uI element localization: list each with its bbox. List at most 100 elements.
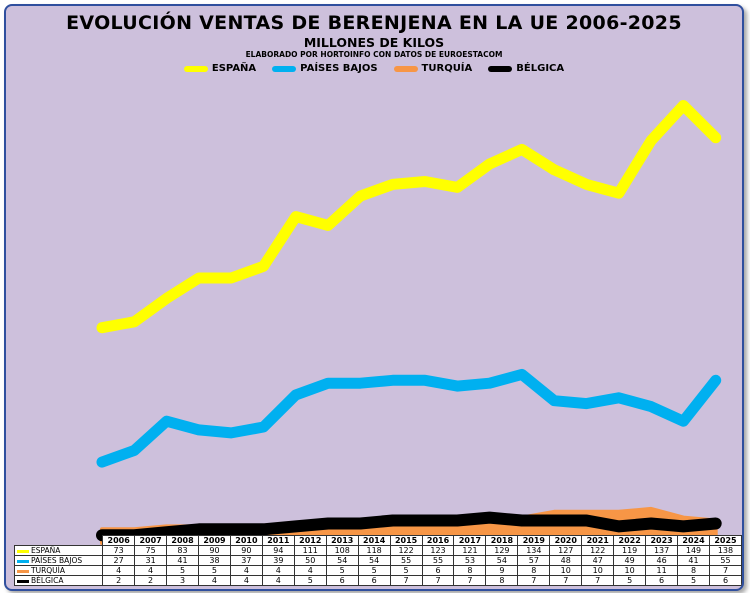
chart-source-note: ELABORADO POR HORTOINFO CON DATOS DE EUR… <box>245 50 503 59</box>
table-legend-key-turquia <box>17 569 29 573</box>
table-cell-turquia-2009: 5 <box>197 565 231 576</box>
table-cell-espana-2025: 138 <box>708 545 742 556</box>
table-cell-belgica-2025: 6 <box>708 575 742 586</box>
table-cell-espana-2006: 73 <box>102 545 136 556</box>
year-label-2023: 2023 <box>645 535 679 546</box>
legend-label-belgica: BÉLGICA <box>516 63 565 74</box>
table-cell-paises-bajos-2006: 27 <box>102 555 136 566</box>
table-cell-espana-2011: 94 <box>261 545 295 556</box>
table-cell-espana-2008: 83 <box>166 545 199 556</box>
table-cell-espana-2018: 129 <box>485 545 519 556</box>
table-header-row: 2006 2007 2008 2009 2010 2011 2012 2013 2014 2015… <box>15 535 742 546</box>
table-row-espana: ESPAÑA 73 75 83 90 90 94 111 108 118 122 123 121 129 1… <box>13 545 742 556</box>
table-cell-paises-bajos-2008: 41 <box>166 555 199 566</box>
table-cell-turquia-2024: 8 <box>677 565 710 576</box>
table-cell-belgica-2020: 7 <box>549 575 583 586</box>
year-label-2010: 2010 <box>229 535 263 546</box>
year-label-2020: 2020 <box>549 535 583 546</box>
year-label-2022: 2022 <box>613 535 647 546</box>
table-row-label-espana: ESPAÑA <box>31 546 61 555</box>
table-cell-paises-bajos-2015: 55 <box>389 555 423 566</box>
table-cell-paises-bajos-2023: 46 <box>645 555 679 566</box>
table-cell-belgica-2019: 7 <box>517 575 551 586</box>
table-cell-espana-2017: 121 <box>453 545 487 556</box>
table-cell-belgica-2012: 5 <box>293 575 327 586</box>
table-cell-belgica-2018: 8 <box>485 575 519 586</box>
table-cell-turquia-2008: 5 <box>166 565 199 576</box>
table-row-turquia: TURQUÍA 4 4 5 5 4 4 4 5 5 5 6 8 9 8 10 10 10 11 8 7 <box>13 565 742 576</box>
table-cell-espana-2010: 90 <box>229 545 263 556</box>
table-row-label-turquia: TURQUÍA <box>31 566 66 575</box>
table-legend-key-belgica <box>17 579 29 583</box>
year-label-2011: 2011 <box>261 535 295 546</box>
legend-item-turquia: TURQUÍA <box>393 63 473 74</box>
table-cell-turquia-2023: 11 <box>645 565 679 576</box>
table-cell-espana-2022: 119 <box>613 545 647 556</box>
table-row-header-paises-bajos: PAÍSES BAJOS <box>13 555 104 566</box>
year-label-2015: 2015 <box>389 535 423 546</box>
year-label-2025: 2025 <box>708 535 742 546</box>
table-cell-belgica-2014: 6 <box>357 575 391 586</box>
legend-label-turquia: TURQUÍA <box>421 63 473 74</box>
chart-frame: EVOLUCIÓN VENTAS DE BERENJENA EN LA UE 2… <box>4 4 744 591</box>
table-cell-paises-bajos-2019: 57 <box>517 555 551 566</box>
table-cell-turquia-2017: 8 <box>453 565 487 576</box>
table-cell-belgica-2022: 5 <box>613 575 647 586</box>
table-cell-turquia-2014: 5 <box>357 565 391 576</box>
legend-item-belgica: BÉLGICA <box>488 63 564 74</box>
table-cell-paises-bajos-2010: 37 <box>229 555 263 566</box>
table-cell-belgica-2013: 6 <box>325 575 359 586</box>
legend-label-paises-bajos: PAÍSES BAJOS <box>300 63 378 74</box>
table-cell-turquia-2022: 10 <box>613 565 647 576</box>
table-cell-espana-2019: 134 <box>517 545 551 556</box>
table-cell-paises-bajos-2025: 55 <box>708 555 742 566</box>
table-cell-espana-2024: 149 <box>677 545 710 556</box>
year-label-2017: 2017 <box>453 535 487 546</box>
legend-label-espana: ESPAÑA <box>211 63 257 74</box>
table-legend-key-paises-bajos <box>17 559 29 563</box>
year-label-2009: 2009 <box>197 535 231 546</box>
data-table: 2006 2007 2008 2009 2010 2011 2012 2013 2014 2015… <box>13 535 742 586</box>
table-cell-turquia-2018: 9 <box>485 565 519 576</box>
table-cell-belgica-2011: 4 <box>261 575 295 586</box>
legend-item-espana: ESPAÑA <box>183 63 257 74</box>
table-cell-espana-2007: 75 <box>134 545 168 556</box>
series-line-paises-bajos <box>96 368 722 468</box>
table-row-label-belgica: BÉLGICA <box>31 576 64 585</box>
table-cell-turquia-2007: 4 <box>134 565 168 576</box>
table-cell-paises-bajos-2020: 48 <box>549 555 583 566</box>
table-cell-turquia-2011: 4 <box>261 565 295 576</box>
table-cell-espana-2012: 111 <box>293 545 327 556</box>
year-label-2014: 2014 <box>357 535 391 546</box>
legend-item-paises-bajos: PAÍSES BAJOS <box>272 63 378 74</box>
table-row-header-turquia: TURQUÍA <box>13 565 104 576</box>
table-cell-belgica-2024: 5 <box>677 575 710 586</box>
table-cell-turquia-2006: 4 <box>102 565 136 576</box>
table-cell-belgica-2015: 7 <box>389 575 423 586</box>
table-cell-paises-bajos-2016: 55 <box>421 555 455 566</box>
year-label-2018: 2018 <box>485 535 519 546</box>
table-cell-turquia-2010: 4 <box>229 565 263 576</box>
table-cell-paises-bajos-2022: 49 <box>613 555 647 566</box>
table-cell-espana-2016: 123 <box>421 545 455 556</box>
plot-area <box>96 100 722 545</box>
series-line-belgica <box>96 511 722 542</box>
year-label-2012: 2012 <box>293 535 327 546</box>
year-label-2006: 2006 <box>102 535 136 546</box>
table-corner <box>15 536 103 546</box>
year-label-2019: 2019 <box>517 535 551 546</box>
table-cell-espana-2020: 127 <box>549 545 583 556</box>
year-label-2013: 2013 <box>325 535 359 546</box>
table-cell-turquia-2020: 10 <box>549 565 583 576</box>
table-row-header-espana: ESPAÑA <box>13 545 104 556</box>
year-label-2021: 2021 <box>581 535 615 546</box>
year-label-2008: 2008 <box>166 535 199 546</box>
table-cell-paises-bajos-2011: 39 <box>261 555 295 566</box>
table-cell-turquia-2019: 8 <box>517 565 551 576</box>
chart-title: EVOLUCIÓN VENTAS DE BERENJENA EN LA UE 2… <box>66 12 682 34</box>
table-cell-belgica-2023: 6 <box>645 575 679 586</box>
series-line-espana <box>96 100 722 334</box>
table-cell-paises-bajos-2007: 31 <box>134 555 168 566</box>
table-cell-paises-bajos-2014: 54 <box>357 555 391 566</box>
year-label-2024: 2024 <box>677 535 710 546</box>
